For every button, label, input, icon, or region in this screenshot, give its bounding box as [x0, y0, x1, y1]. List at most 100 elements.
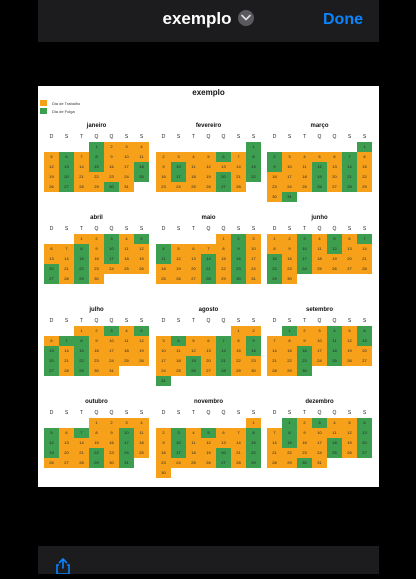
empty-cell: [171, 234, 186, 244]
day-cell-work: 4: [312, 234, 327, 244]
empty-cell: [201, 234, 216, 244]
empty-cell: [171, 142, 186, 152]
weekday-header: Q: [94, 134, 99, 140]
day-cell-off: 17: [297, 254, 312, 264]
weekday-header: S: [139, 134, 144, 140]
day-cell-off: 15: [267, 254, 282, 264]
day-cell-work: 31: [119, 182, 134, 192]
day-cell-off: 16: [246, 346, 261, 356]
day-cell-off: 17: [104, 254, 119, 264]
day-cell-work: 5: [171, 244, 186, 254]
day-cell-work: 16: [104, 438, 119, 448]
day-cell-work: 6: [216, 428, 231, 438]
day-cell-work: 8: [267, 244, 282, 254]
day-cell-work: 22: [357, 172, 372, 182]
day-cell-work: 19: [342, 438, 357, 448]
day-cell-off: 29: [74, 366, 89, 376]
day-cell-off: 4: [171, 336, 186, 346]
day-cell-off: 9: [231, 244, 246, 254]
day-cell-work: 9: [282, 244, 297, 254]
weekday-header: D: [49, 226, 54, 232]
day-cell-work: 15: [216, 254, 231, 264]
day-cell-work: 30: [104, 458, 119, 468]
day-cell-work: 16: [156, 172, 171, 182]
done-button[interactable]: Done: [323, 11, 363, 28]
day-cell-off: 7: [74, 428, 89, 438]
weekday-header: S: [362, 318, 367, 324]
weekday-header: Q: [109, 134, 114, 140]
day-cell-work: 23: [89, 264, 104, 274]
weekday-header: Q: [221, 410, 226, 416]
weekday-header: Q: [109, 226, 114, 232]
day-cell-work: 15: [231, 346, 246, 356]
weekday-header: T: [79, 318, 84, 324]
day-cell-work: 13: [327, 162, 342, 172]
empty-cell: [327, 142, 342, 152]
day-cell-off: 27: [59, 182, 74, 192]
day-cell-work: 25: [186, 182, 201, 192]
day-cell-off: 31: [156, 376, 171, 386]
empty-cell: [44, 142, 59, 152]
day-cell-work: 28: [231, 182, 246, 192]
day-cell-work: 4: [327, 418, 342, 428]
weekday-header: S: [124, 318, 129, 324]
day-cell-work: 23: [282, 264, 297, 274]
day-cell-work: 26: [44, 182, 59, 192]
day-cell-off: 17: [119, 438, 134, 448]
day-cell-work: 12: [134, 336, 149, 346]
weekday-header: S: [64, 134, 69, 140]
day-cell-off: 8: [89, 152, 104, 162]
day-cell-work: 14: [231, 162, 246, 172]
day-cell-work: 7: [74, 152, 89, 162]
weekday-header: Q: [332, 134, 337, 140]
day-cell-off: 22: [267, 264, 282, 274]
day-cell-work: 21: [59, 356, 74, 366]
day-cell-work: 8: [89, 428, 104, 438]
page-title[interactable]: exemplo: [162, 9, 232, 28]
legend-item-work: Dia de Trabalho: [40, 99, 80, 107]
empty-cell: [59, 234, 74, 244]
weekday-header: T: [302, 226, 307, 232]
day-cell-work: 31: [104, 366, 119, 376]
day-cell-work: 11: [186, 162, 201, 172]
month-grid: D S T Q Q S S 1 2 3 4 5 6 7 8 9 10 11 12 13 14 15 16 17 18 19 20 21…: [156, 317, 261, 386]
day-cell-work: 19: [201, 448, 216, 458]
day-cell-work: 14: [267, 438, 282, 448]
month-junho: junho D S T Q Q S S 1 2 3 4 5 6 7 8 9 10 11 12 13 14 15 16 17 18 1…: [267, 213, 372, 284]
day-cell-work: 2: [297, 326, 312, 336]
legend: Dia de Trabalho Dia de Folga: [40, 99, 80, 115]
day-cell-off: 7: [357, 234, 372, 244]
day-cell-work: 29: [231, 366, 246, 376]
weekday-header: Q: [94, 410, 99, 416]
day-cell-off: 24: [119, 448, 134, 458]
chevron-down-icon[interactable]: [238, 10, 255, 26]
day-cell-work: 8: [231, 336, 246, 346]
day-cell-off: 23: [231, 264, 246, 274]
day-cell-work: 25: [134, 448, 149, 458]
month-grid: D S T Q Q S S 1 2 3 4 5 6 7 8 9 10 11 12 13 14 15 16 17 18 19 20 21…: [44, 133, 149, 192]
day-cell-work: 28: [59, 366, 74, 376]
day-cell-work: 2: [246, 326, 261, 336]
title-area[interactable]: exemplo: [38, 9, 379, 29]
share-icon[interactable]: [54, 558, 72, 579]
day-cell-work: 19: [134, 254, 149, 264]
day-cell-work: 12: [342, 336, 357, 346]
day-cell-work: 30: [267, 192, 282, 202]
empty-cell: [267, 326, 282, 336]
weekday-header: D: [272, 134, 277, 140]
day-cell-work: 14: [59, 254, 74, 264]
month-name: agosto: [198, 307, 219, 313]
legend-swatch-work: [40, 100, 47, 106]
day-cell-work: 13: [186, 254, 201, 264]
day-cell-work: 15: [282, 346, 297, 356]
day-cell-work: 12: [342, 428, 357, 438]
day-cell-off: 1: [246, 142, 261, 152]
day-cell-off: 1: [282, 418, 297, 428]
day-cell-work: 19: [342, 346, 357, 356]
weekday-header: S: [251, 318, 256, 324]
day-cell-work: 6: [186, 244, 201, 254]
day-cell-work: 26: [134, 264, 149, 274]
day-cell-off: 27: [44, 274, 59, 284]
day-cell-off: 21: [216, 356, 231, 366]
day-cell-off: 15: [74, 346, 89, 356]
